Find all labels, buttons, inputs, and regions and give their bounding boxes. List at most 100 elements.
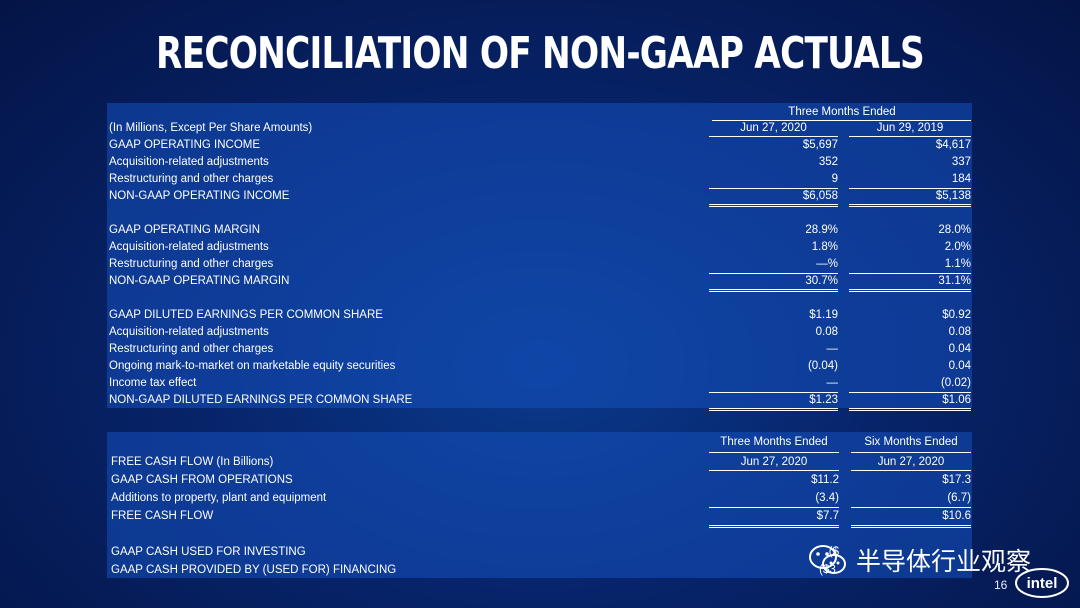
row-value: 28.0% bbox=[938, 224, 971, 236]
row-label: Restructuring and other charges bbox=[109, 258, 274, 270]
row-label: FREE CASH FLOW bbox=[111, 510, 214, 522]
table-row: Ongoing mark-to-market on marketable equ… bbox=[107, 358, 972, 375]
svg-text:intel: intel bbox=[1027, 575, 1058, 592]
row-label: Restructuring and other charges bbox=[109, 343, 274, 355]
period-header: Three Months Ended bbox=[788, 106, 896, 118]
subtotal-rule bbox=[709, 507, 839, 508]
units-label: (In Millions, Except Per Share Amounts) bbox=[109, 122, 313, 134]
table-row: Acquisition-related adjustments 352 337 bbox=[107, 154, 972, 171]
column-header-2019: Jun 29, 2019 bbox=[876, 122, 944, 134]
total-double-rule bbox=[849, 289, 971, 292]
row-value: — bbox=[826, 377, 839, 389]
row-value: 337 bbox=[951, 156, 971, 168]
row-label: GAAP CASH USED FOR INVESTING bbox=[111, 546, 306, 558]
row-value: 2.0% bbox=[944, 241, 971, 253]
col2-rule bbox=[849, 136, 971, 137]
column-header-2020: Jun 27, 2020 bbox=[740, 122, 807, 134]
row-value: $1.19 bbox=[809, 309, 838, 321]
row-value: 30.7% bbox=[805, 275, 838, 287]
table-row: GAAP CASH FROM OPERATIONS $11.2 $17.3 bbox=[107, 472, 972, 489]
row-value: $1.06 bbox=[942, 394, 971, 406]
row-label: GAAP DILUTED EARNINGS PER COMMON SHARE bbox=[109, 309, 383, 321]
subtotal-rule bbox=[849, 188, 971, 189]
header-rule bbox=[712, 120, 971, 121]
row-value: $1.23 bbox=[809, 394, 838, 406]
subtotal-rule bbox=[709, 273, 838, 274]
row-value: 1.1% bbox=[944, 258, 971, 270]
row-label: GAAP OPERATING MARGIN bbox=[109, 224, 261, 236]
col1-rule bbox=[709, 470, 839, 471]
table-row: GAAP OPERATING MARGIN 28.9% 28.0% bbox=[107, 222, 972, 239]
slide-title: RECONCILIATION OF NON-GAAP ACTUALS bbox=[156, 28, 925, 79]
row-label: Ongoing mark-to-market on marketable equ… bbox=[109, 360, 396, 372]
table-row: FREE CASH FLOW (In Billions) Jun 27, 202… bbox=[107, 454, 972, 471]
subtotal-rule bbox=[849, 392, 971, 393]
total-double-rule bbox=[709, 408, 838, 411]
watermark: 半导体行业观察 bbox=[808, 540, 1031, 580]
row-value: (3.4) bbox=[815, 492, 839, 504]
table-row: (In Millions, Except Per Share Amounts) … bbox=[107, 120, 972, 137]
row-label: GAAP CASH PROVIDED BY (USED FOR) FINANCI… bbox=[111, 564, 397, 576]
page-number: 16 bbox=[994, 578, 1008, 592]
row-label: Income tax effect bbox=[109, 377, 197, 389]
table-row: Income tax effect — (0.02) bbox=[107, 375, 972, 392]
six-months-header: Six Months Ended bbox=[864, 436, 958, 448]
subtotal-rule bbox=[709, 392, 838, 393]
row-value: 0.08 bbox=[815, 326, 838, 338]
row-value: $11.2 bbox=[811, 474, 839, 486]
row-value: $10.6 bbox=[942, 510, 971, 522]
wechat-icon bbox=[809, 545, 846, 574]
row-value: (0.02) bbox=[940, 377, 971, 389]
row-label: NON-GAAP DILUTED EARNINGS PER COMMON SHA… bbox=[109, 394, 413, 406]
subtotal-rule bbox=[709, 188, 838, 189]
col2-rule bbox=[851, 470, 971, 471]
row-value: 184 bbox=[951, 173, 971, 185]
row-value: $7.7 bbox=[816, 510, 839, 522]
subtotal-rule bbox=[849, 273, 971, 274]
row-value: 9 bbox=[831, 173, 838, 185]
total-double-rule bbox=[709, 289, 838, 292]
row-value: 0.04 bbox=[948, 360, 971, 372]
row-value: —% bbox=[816, 258, 838, 270]
total-double-rule bbox=[851, 525, 971, 528]
table-row: Restructuring and other charges 9 184 bbox=[107, 171, 972, 188]
row-label: Acquisition-related adjustments bbox=[109, 326, 269, 338]
total-double-rule bbox=[709, 204, 838, 207]
table-row: GAAP OPERATING INCOME $5,697 $4,617 bbox=[107, 137, 972, 154]
table-row: NON-GAAP DILUTED EARNINGS PER COMMON SHA… bbox=[107, 392, 972, 409]
row-value: $5,697 bbox=[802, 139, 838, 151]
row-value: 28.9% bbox=[805, 224, 838, 236]
row-label: NON-GAAP OPERATING INCOME bbox=[109, 190, 290, 202]
row-label: Acquisition-related adjustments bbox=[109, 156, 269, 168]
subtotal-rule bbox=[851, 507, 971, 508]
row-value: 31.1% bbox=[938, 275, 971, 287]
table-row: Acquisition-related adjustments 0.08 0.0… bbox=[107, 324, 972, 341]
row-value: (6.7) bbox=[947, 492, 971, 504]
column-header-q2: Jun 27, 2020 bbox=[740, 456, 808, 468]
row-value: (0.04) bbox=[807, 360, 838, 372]
table-row: NON-GAAP OPERATING MARGIN 30.7% 31.1% bbox=[107, 273, 972, 290]
table-row: Restructuring and other charges —% 1.1% bbox=[107, 256, 972, 273]
column-header-h1: Jun 27, 2020 bbox=[877, 456, 945, 468]
three-months-header: Three Months Ended bbox=[720, 436, 828, 448]
col1-rule bbox=[709, 136, 838, 137]
intel-logo: intel bbox=[1015, 568, 1069, 598]
units-label: FREE CASH FLOW (In Billions) bbox=[111, 456, 274, 468]
total-double-rule bbox=[709, 525, 839, 528]
table-row: Acquisition-related adjustments 1.8% 2.0… bbox=[107, 239, 972, 256]
row-label: Restructuring and other charges bbox=[109, 173, 274, 185]
watermark-text: 半导体行业观察 bbox=[856, 547, 1032, 576]
row-value: $17.3 bbox=[942, 474, 971, 486]
row-value: 1.8% bbox=[811, 241, 838, 253]
table-row: GAAP DILUTED EARNINGS PER COMMON SHARE $… bbox=[107, 307, 972, 324]
table-row: NON-GAAP OPERATING INCOME $6,058 $5,138 bbox=[107, 188, 972, 205]
row-value: — bbox=[826, 343, 839, 355]
row-value: $5,138 bbox=[935, 190, 971, 202]
row-value: 0.04 bbox=[948, 343, 971, 355]
row-value: $4,617 bbox=[935, 139, 971, 151]
row-label: GAAP CASH FROM OPERATIONS bbox=[111, 474, 293, 486]
operating-reconciliation-table: Three Months Ended (In Millions, Except … bbox=[107, 103, 972, 411]
row-label: NON-GAAP OPERATING MARGIN bbox=[109, 275, 290, 287]
total-double-rule bbox=[849, 408, 971, 411]
row-label: GAAP OPERATING INCOME bbox=[109, 139, 261, 151]
